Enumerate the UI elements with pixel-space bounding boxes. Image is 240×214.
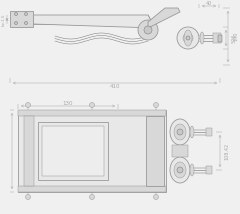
Circle shape	[138, 20, 158, 40]
Bar	[206, 128, 212, 136]
Circle shape	[177, 167, 183, 173]
Polygon shape	[33, 15, 155, 28]
Ellipse shape	[174, 124, 186, 140]
Bar	[218, 34, 222, 42]
Bar	[206, 166, 212, 174]
Text: 40: 40	[206, 1, 212, 6]
Circle shape	[24, 21, 28, 24]
Text: 410: 410	[110, 83, 120, 89]
Bar	[18, 110, 166, 116]
Circle shape	[14, 12, 18, 15]
Circle shape	[25, 103, 30, 107]
Ellipse shape	[190, 126, 194, 138]
Circle shape	[25, 195, 30, 199]
Circle shape	[186, 36, 190, 40]
Bar	[18, 110, 166, 192]
Text: b=1.5: b=1.5	[1, 13, 6, 26]
Bar	[24, 116, 34, 186]
Circle shape	[177, 27, 199, 49]
Circle shape	[183, 33, 193, 43]
Text: 108.42: 108.42	[224, 143, 229, 160]
Circle shape	[90, 103, 95, 107]
Bar	[172, 145, 188, 157]
Circle shape	[144, 26, 152, 34]
Bar	[38, 122, 108, 180]
Polygon shape	[148, 8, 180, 28]
Ellipse shape	[190, 164, 194, 176]
Bar	[213, 33, 221, 43]
Text: 140: 140	[234, 31, 239, 41]
Circle shape	[154, 195, 158, 199]
Circle shape	[154, 103, 158, 107]
Circle shape	[24, 12, 28, 15]
Text: 506: 506	[232, 33, 236, 43]
Ellipse shape	[170, 119, 190, 145]
Ellipse shape	[174, 162, 186, 178]
Bar	[10, 11, 33, 27]
Circle shape	[177, 129, 183, 135]
Bar	[42, 126, 104, 176]
Text: 130: 130	[63, 101, 73, 106]
Circle shape	[14, 21, 18, 24]
Circle shape	[90, 195, 95, 199]
Bar	[18, 186, 166, 192]
Ellipse shape	[184, 30, 192, 46]
Ellipse shape	[170, 157, 190, 183]
Bar	[146, 116, 164, 186]
Ellipse shape	[200, 32, 204, 44]
